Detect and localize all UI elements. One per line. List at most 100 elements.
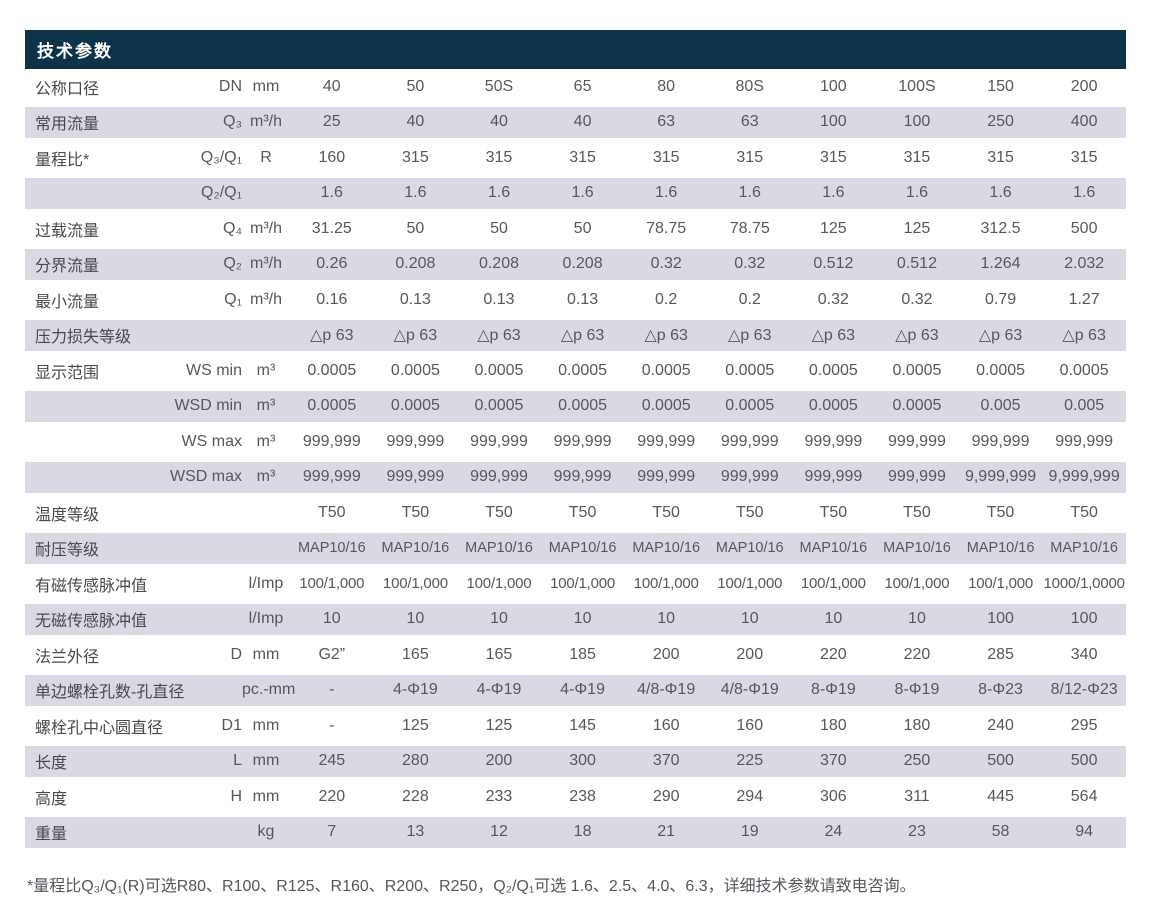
row-value: 0.0005 <box>725 397 775 415</box>
row-value: 100 <box>1070 610 1098 628</box>
row-unit: kg <box>257 823 275 841</box>
row-value: 312.5 <box>980 219 1021 237</box>
row-value: 999,999 <box>553 468 612 486</box>
row-label: 有磁传感脉冲值 <box>35 577 148 595</box>
row-value: 100/1,000 <box>800 575 866 593</box>
row-value: 80 <box>657 77 676 95</box>
row-value: 999,999 <box>470 468 528 486</box>
row-value: 0.0005 <box>892 397 942 415</box>
row-value: 370 <box>820 752 847 770</box>
row-label: 过载流量 <box>35 222 100 240</box>
row-value: 0.0005 <box>725 361 775 379</box>
row-value: 999,999 <box>1055 432 1114 450</box>
table-row: 压力损失等级 △p 63 △p 63 △p 63 △p 63 △p 63 △p 63 △p … <box>25 317 1126 353</box>
row-value: 9,999,999 <box>1048 468 1120 486</box>
row-label: 无磁传感脉冲值 <box>35 613 148 631</box>
row-value: 0.0005 <box>808 361 858 379</box>
row-unit: mm <box>252 752 280 770</box>
row-value: 78.75 <box>646 219 687 237</box>
table-row: 长度 L mm 245 280 200 300 370 225 370 250 500 500 <box>25 743 1126 779</box>
row-value: △p 63 <box>978 327 1023 345</box>
row-value: 200 <box>736 645 764 663</box>
row-unit: mm <box>252 77 280 95</box>
row-unit: R <box>260 148 272 166</box>
row-value: 220 <box>903 645 931 663</box>
row-value: 100 <box>987 610 1014 628</box>
row-value: 200 <box>485 752 513 770</box>
row-value: 999,999 <box>553 432 612 450</box>
row-label: 压力损失等级 <box>35 329 132 347</box>
row-value: 0.0005 <box>892 361 942 379</box>
row-value: MAP10/16 <box>966 540 1035 557</box>
row-value: 58 <box>991 823 1010 841</box>
table-row: Q₂/Q₁ 1.6 1.6 1.6 1.6 1.6 1.6 1.6 1.6 1.6 1.6 <box>25 175 1126 211</box>
row-symbol: Q₃/Q₁ <box>200 148 242 166</box>
row-label: 常用流量 <box>35 116 100 134</box>
row-value: T50 <box>1070 503 1098 521</box>
row-value: 1.6 <box>822 184 845 202</box>
row-value: 0.0005 <box>390 397 440 415</box>
row-value: 233 <box>485 787 513 805</box>
row-value: 294 <box>736 787 764 805</box>
row-value: 306 <box>820 787 847 805</box>
table-row: 耐压等级 MAP10/16 MAP10/16 MAP10/16 MAP10/16 MAP… <box>25 530 1126 566</box>
row-unit: mm <box>252 787 280 805</box>
row-value: 100 <box>820 113 847 131</box>
row-value: 78.75 <box>729 219 770 237</box>
row-value: 40 <box>573 113 592 131</box>
row-symbol: D1 <box>221 716 242 734</box>
row-value: 999,999 <box>720 468 779 486</box>
row-value: 50S <box>484 77 514 95</box>
table-row: 法兰外径 D mm G2” 165 165 185 200 200 220 220 285 340 <box>25 637 1126 673</box>
row-value: 0.16 <box>316 290 348 308</box>
row-symbol: H <box>230 787 242 805</box>
row-value: 280 <box>402 752 429 770</box>
row-value: 0.005 <box>980 397 1021 415</box>
table-row: 重量 kg 7 13 12 18 21 19 24 23 58 94 <box>25 814 1126 850</box>
row-unit: m³/h <box>250 219 282 237</box>
row-value: 0.208 <box>395 255 436 273</box>
row-unit: mm <box>252 645 280 663</box>
row-value: 999,999 <box>720 432 779 450</box>
row-value: 0.0005 <box>558 397 608 415</box>
row-value: 40 <box>490 113 508 131</box>
row-value: △p 63 <box>811 327 856 345</box>
row-symbol: D <box>230 645 242 663</box>
row-value: 12 <box>490 823 508 841</box>
row-value: 145 <box>569 716 596 734</box>
row-value: 0.0005 <box>808 397 858 415</box>
row-value: 999,999 <box>888 432 946 450</box>
table-row: 无磁传感脉冲值 l/Imp 10 10 10 10 10 10 10 10 100 100 <box>25 601 1126 637</box>
row-value: 180 <box>903 716 931 734</box>
table-row: WSD min m³ 0.0005 0.0005 0.0005 0.0005 0.000… <box>25 388 1126 424</box>
row-value: 4/8-Φ19 <box>637 681 696 699</box>
row-label: 高度 <box>35 790 68 808</box>
row-value: 1.6 <box>738 184 761 202</box>
row-label: 温度等级 <box>35 506 100 524</box>
row-value: 40 <box>322 77 341 95</box>
row-value: 31.25 <box>311 219 352 237</box>
row-value: 315 <box>820 148 847 166</box>
row-label: 法兰外径 <box>35 648 100 666</box>
row-value: - <box>329 716 335 734</box>
row-value: 315 <box>402 148 429 166</box>
row-value: 21 <box>657 823 676 841</box>
row-value: T50 <box>318 503 346 521</box>
row-unit: m³ <box>256 397 276 415</box>
row-label: 分界流量 <box>35 258 100 276</box>
row-value: 4/8-Φ19 <box>720 681 779 699</box>
table-row: 单边螺栓孔数-孔直径 pc.-mm - 4-Φ19 4-Φ19 4-Φ19 4/8-Φ1… <box>25 672 1126 708</box>
row-value: 50 <box>406 219 425 237</box>
row-value: 50 <box>406 77 425 95</box>
table-title: 技术参数 <box>37 42 113 61</box>
row-value: △p 63 <box>1062 327 1106 345</box>
table-row: WS max m³ 999,999 999,999 999,999 999,999 99… <box>25 424 1126 460</box>
table-row: 螺栓孔中心圆直径 D1 mm - 125 125 145 160 160 180 180 240… <box>25 708 1126 744</box>
row-value: 564 <box>1070 787 1098 805</box>
row-value: MAP10/16 <box>381 540 450 557</box>
row-value: MAP10/16 <box>632 540 701 557</box>
row-value: 160 <box>318 148 346 166</box>
row-value: 1.6 <box>404 184 427 202</box>
row-value: 100S <box>898 77 936 95</box>
